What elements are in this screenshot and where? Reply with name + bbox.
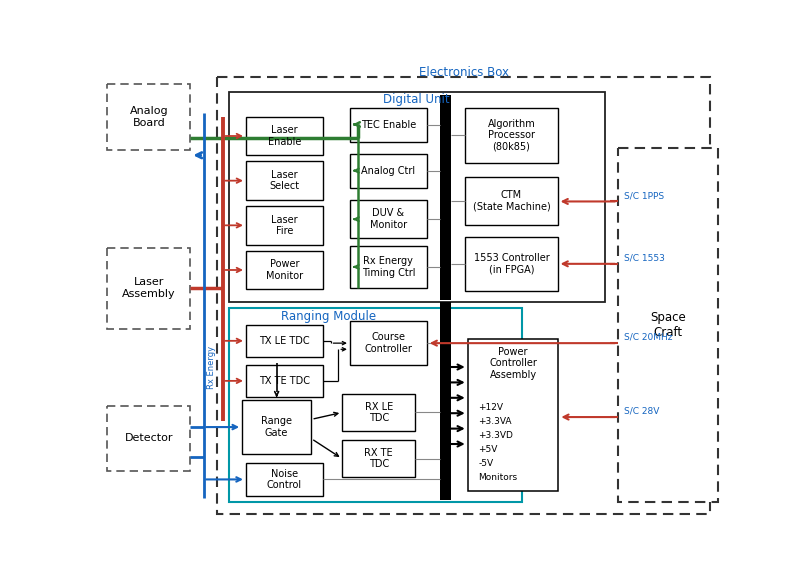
Text: -5V: -5V — [478, 459, 494, 468]
Text: Rx Energy: Rx Energy — [207, 345, 216, 389]
Text: RX TE
TDC: RX TE TDC — [364, 448, 393, 469]
Text: Detector: Detector — [125, 433, 173, 443]
Text: Range
Gate: Range Gate — [261, 416, 292, 438]
Text: S/C 28V: S/C 28V — [624, 406, 659, 415]
Text: Electronics Box: Electronics Box — [418, 66, 508, 79]
Bar — [246, 162, 323, 200]
Text: S/C 20MHz: S/C 20MHz — [624, 332, 672, 342]
Text: Space
Craft: Space Craft — [650, 310, 685, 339]
Bar — [246, 325, 323, 357]
Text: CTM
(State Machine): CTM (State Machine) — [473, 190, 551, 212]
Bar — [350, 246, 427, 289]
Text: Ranging Module: Ranging Module — [281, 310, 376, 323]
Bar — [342, 394, 415, 431]
Text: TEC Enable: TEC Enable — [361, 120, 416, 130]
Text: Laser
Select: Laser Select — [269, 170, 299, 192]
Bar — [466, 237, 558, 291]
Bar — [246, 117, 323, 155]
Bar — [440, 302, 451, 500]
Text: Laser
Fire: Laser Fire — [271, 215, 298, 236]
Bar — [246, 365, 323, 397]
Text: Rx Energy
Timing Ctrl: Rx Energy Timing Ctrl — [362, 256, 415, 278]
Bar — [107, 85, 191, 150]
Text: +3.3VD: +3.3VD — [478, 431, 513, 440]
Bar — [229, 92, 605, 302]
Text: Noise
Control: Noise Control — [267, 469, 302, 490]
Text: Analog Ctrl: Analog Ctrl — [361, 166, 415, 176]
Bar — [342, 440, 415, 477]
Bar — [350, 153, 427, 188]
Text: Course
Controller: Course Controller — [364, 332, 412, 354]
Bar — [242, 400, 311, 454]
Bar — [618, 148, 718, 502]
Text: Laser
Assembly: Laser Assembly — [122, 278, 176, 299]
Bar — [350, 200, 427, 238]
Text: TX LE TDC: TX LE TDC — [259, 336, 310, 346]
Bar — [246, 250, 323, 289]
Text: Analog
Board: Analog Board — [130, 106, 168, 128]
Text: Power
Controller
Assembly: Power Controller Assembly — [489, 346, 537, 380]
Text: +3.3VA: +3.3VA — [478, 417, 512, 426]
Bar — [466, 177, 558, 225]
Text: RX LE
TDC: RX LE TDC — [365, 402, 393, 423]
Text: Digital Unit: Digital Unit — [384, 93, 450, 106]
Bar — [229, 308, 521, 502]
Bar — [468, 339, 559, 491]
Text: Algorithm
Processor
(80k85): Algorithm Processor (80k85) — [487, 119, 535, 152]
Bar — [107, 406, 191, 471]
Bar — [466, 108, 558, 163]
Text: Monitors: Monitors — [478, 473, 517, 482]
Bar — [246, 463, 323, 496]
Text: Power
Monitor: Power Monitor — [266, 259, 303, 281]
Text: +5V: +5V — [478, 445, 498, 454]
Bar — [350, 321, 427, 366]
Text: 1553 Controller
(in FPGA): 1553 Controller (in FPGA) — [474, 253, 549, 275]
Bar — [246, 206, 323, 245]
Text: DUV &
Monitor: DUV & Monitor — [370, 208, 407, 230]
Text: +12V: +12V — [478, 403, 504, 412]
Bar — [440, 95, 451, 300]
Text: Laser
Enable: Laser Enable — [268, 125, 301, 147]
Bar — [107, 248, 191, 329]
Bar — [217, 76, 710, 514]
Bar — [350, 108, 427, 142]
Text: S/C 1PPS: S/C 1PPS — [624, 192, 664, 201]
Text: TX TE TDC: TX TE TDC — [259, 376, 310, 386]
Text: S/C 1553: S/C 1553 — [624, 254, 665, 263]
